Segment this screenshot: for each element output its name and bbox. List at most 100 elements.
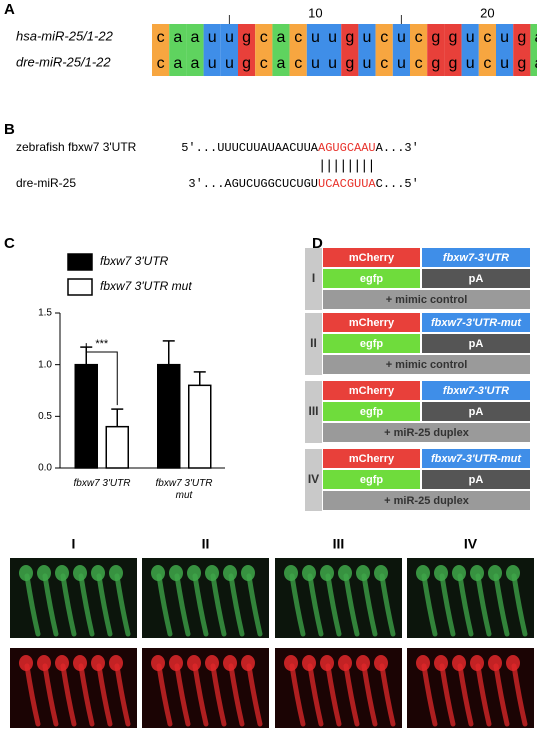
nucleotide-box <box>169 24 187 50</box>
embryo-head <box>109 655 123 671</box>
embryo-tail <box>289 663 306 727</box>
embryo-tail <box>60 663 77 727</box>
nucleotide: c <box>157 29 165 46</box>
nucleotide: g <box>242 55 251 72</box>
nucleotide-box <box>461 24 479 50</box>
micrograph-label: II <box>202 536 210 552</box>
legend-label: fbxw7 3'UTR mut <box>100 279 192 293</box>
nucleotide-box <box>238 50 256 76</box>
embryo-head <box>284 655 298 671</box>
control: egfp <box>360 406 384 418</box>
panel-letter: A <box>4 1 15 18</box>
nucleotide: g <box>517 55 526 72</box>
pairing-sequence: 5'...UUUCUUAUAACUUAAGUGCAAUA...3' <box>181 141 419 155</box>
embryo-head <box>73 655 87 671</box>
legend-label: fbxw7 3'UTR <box>100 254 169 268</box>
embryo-head <box>241 565 255 581</box>
embryo-tail <box>96 663 113 727</box>
nucleotide-box <box>496 24 514 50</box>
pairing-name: zebrafish fbxw7 3'UTR <box>16 140 137 154</box>
nucleotide: c <box>294 55 302 72</box>
polya-box <box>422 269 530 288</box>
embryo-tail <box>24 663 41 727</box>
reporter-box <box>323 381 420 400</box>
nucleotide: a <box>277 55 286 72</box>
nucleotide: c <box>157 55 165 72</box>
embryo-tail <box>421 573 438 637</box>
seed-site: AGUGCAAU <box>318 141 376 155</box>
nucleotide-box <box>410 50 428 76</box>
embryo-head <box>73 565 87 581</box>
utr-box <box>422 313 530 332</box>
embryo-tail <box>114 573 131 637</box>
nucleotide-box <box>255 24 273 50</box>
embryo-head <box>470 655 484 671</box>
reporter-box <box>323 313 420 332</box>
embryo-tail <box>192 573 209 637</box>
treatment-box <box>323 491 530 510</box>
nucleotide-box <box>444 24 462 50</box>
reporter-box <box>323 449 420 468</box>
nucleotide: a <box>173 55 182 72</box>
nucleotide-box <box>341 24 359 50</box>
nucleotide: g <box>431 55 440 72</box>
nucleotide: a <box>277 29 286 46</box>
nucleotide: u <box>225 29 234 46</box>
embryo-head <box>338 655 352 671</box>
embryo-head <box>320 565 334 581</box>
significance-label: *** <box>95 338 109 350</box>
embryo-tail <box>379 573 396 637</box>
reporter: mCherry <box>349 317 395 329</box>
embryo-tail <box>228 663 245 727</box>
nucleotide: u <box>208 29 217 46</box>
nucleotide: c <box>415 29 423 46</box>
nucleotide: c <box>483 29 491 46</box>
embryo-head <box>506 655 520 671</box>
nucleotide-box <box>375 24 393 50</box>
construct-label: I <box>312 271 315 285</box>
embryo-head <box>416 565 430 581</box>
embryo-head <box>434 565 448 581</box>
y-tick-label: 1.0 <box>38 359 52 370</box>
embryo-head <box>452 655 466 671</box>
nucleotide: u <box>397 29 406 46</box>
x-tick-label: fbxw7 3'UTR <box>73 478 131 489</box>
embryo-head <box>470 565 484 581</box>
nucleotide: g <box>449 29 458 46</box>
embryo-tail <box>114 663 131 727</box>
nucleotide: g <box>242 29 251 46</box>
nucleotide-box <box>444 50 462 76</box>
embryo-tail <box>475 573 492 637</box>
utr-box <box>422 449 530 468</box>
nucleotide-box <box>324 50 342 76</box>
treatment: + miR-25 duplex <box>384 495 470 507</box>
embryo-tail <box>246 663 263 727</box>
nucleotide: c <box>415 55 423 72</box>
embryo-tail <box>174 573 191 637</box>
embryo-tail <box>361 663 378 727</box>
nucleotide-box <box>341 50 359 76</box>
embryo-head <box>416 655 430 671</box>
ruler-label: 20 <box>480 5 494 20</box>
nucleotide: u <box>225 55 234 72</box>
nucleotide-box <box>392 24 410 50</box>
nucleotide-box <box>496 50 514 76</box>
embryo-tail <box>246 573 263 637</box>
embryo-tail <box>439 573 456 637</box>
treatment: + mimic control <box>386 359 468 371</box>
reporter: mCherry <box>349 252 395 264</box>
polya-box <box>422 470 530 489</box>
embryo-tail <box>325 573 342 637</box>
nucleotide: u <box>397 55 406 72</box>
polya: pA <box>469 338 484 350</box>
nucleotide: c <box>380 29 388 46</box>
embryo-head <box>19 655 33 671</box>
bar <box>105 425 129 469</box>
nucleotide-box <box>530 50 537 76</box>
reporter: mCherry <box>349 453 395 465</box>
utr-box <box>422 381 530 400</box>
embryo-head <box>374 655 388 671</box>
embryo-head <box>356 565 370 581</box>
construct-label-bg <box>305 381 322 443</box>
